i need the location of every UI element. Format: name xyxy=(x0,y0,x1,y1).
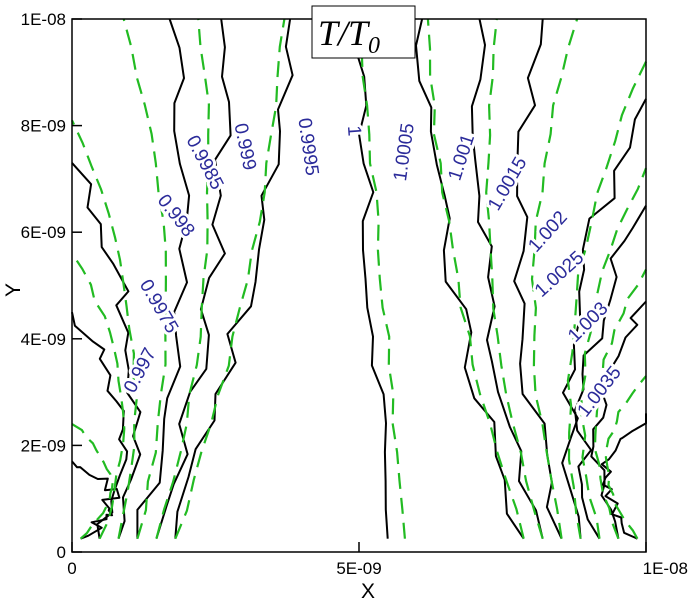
contour-line-simulation xyxy=(71,311,129,539)
axis-ticks: 0 5E-09 1E-08 0 2E-09 4E-09 6E-09 8E-09 1E-08 xyxy=(21,10,688,578)
contour-line-simulation xyxy=(71,460,121,540)
contour-line-simulation xyxy=(590,300,647,539)
contour-line-analytic xyxy=(71,119,138,539)
contour-line-analytic xyxy=(593,268,647,540)
title-box xyxy=(311,5,416,59)
contour-line-analytic xyxy=(580,167,648,539)
x-tick-label: 0 xyxy=(67,559,76,578)
contour-line-analytic xyxy=(155,18,211,539)
contour-line-simulation xyxy=(71,162,142,540)
y-tick-label: 2E-09 xyxy=(21,436,66,455)
contour-line-analytic xyxy=(566,61,647,539)
x-tick-label: 5E-09 xyxy=(336,559,381,578)
y-tick-label: 8E-09 xyxy=(21,117,66,136)
contour-line-analytic xyxy=(604,375,647,540)
x-tick-label: 1E-08 xyxy=(643,559,688,578)
contour-line-simulation xyxy=(415,18,525,540)
chart-title: T/T0 xyxy=(311,5,416,59)
contour-label-halo: 1 xyxy=(343,125,365,137)
contour-line-simulation xyxy=(174,18,294,539)
contour-level-label: 1 xyxy=(343,125,365,137)
contour-line-analytic xyxy=(71,423,114,540)
y-tick-label: 0 xyxy=(57,543,66,562)
contour-line-simulation xyxy=(600,413,647,540)
x-axis-label: X xyxy=(361,580,375,603)
contour-line-simulation xyxy=(561,98,647,539)
y-tick-label: 4E-09 xyxy=(21,330,66,349)
contour-line-analytic xyxy=(357,18,406,539)
contour-line-simulation xyxy=(155,18,232,539)
contour-line-analytic xyxy=(122,18,168,540)
contour-line-analytic xyxy=(174,18,286,540)
y-axis-label: Y xyxy=(2,283,25,297)
y-tick-label: 6E-09 xyxy=(21,223,66,242)
contour-lines xyxy=(71,18,648,540)
contour-line-analytic xyxy=(426,18,525,539)
title-text: T/T0 xyxy=(318,13,380,59)
contour-line-analytic xyxy=(485,18,544,540)
contour-line-simulation xyxy=(136,18,191,539)
contour-line-analytic xyxy=(530,18,579,539)
y-tick-label: 1E-08 xyxy=(21,10,66,29)
contour-line-simulation xyxy=(574,205,647,540)
